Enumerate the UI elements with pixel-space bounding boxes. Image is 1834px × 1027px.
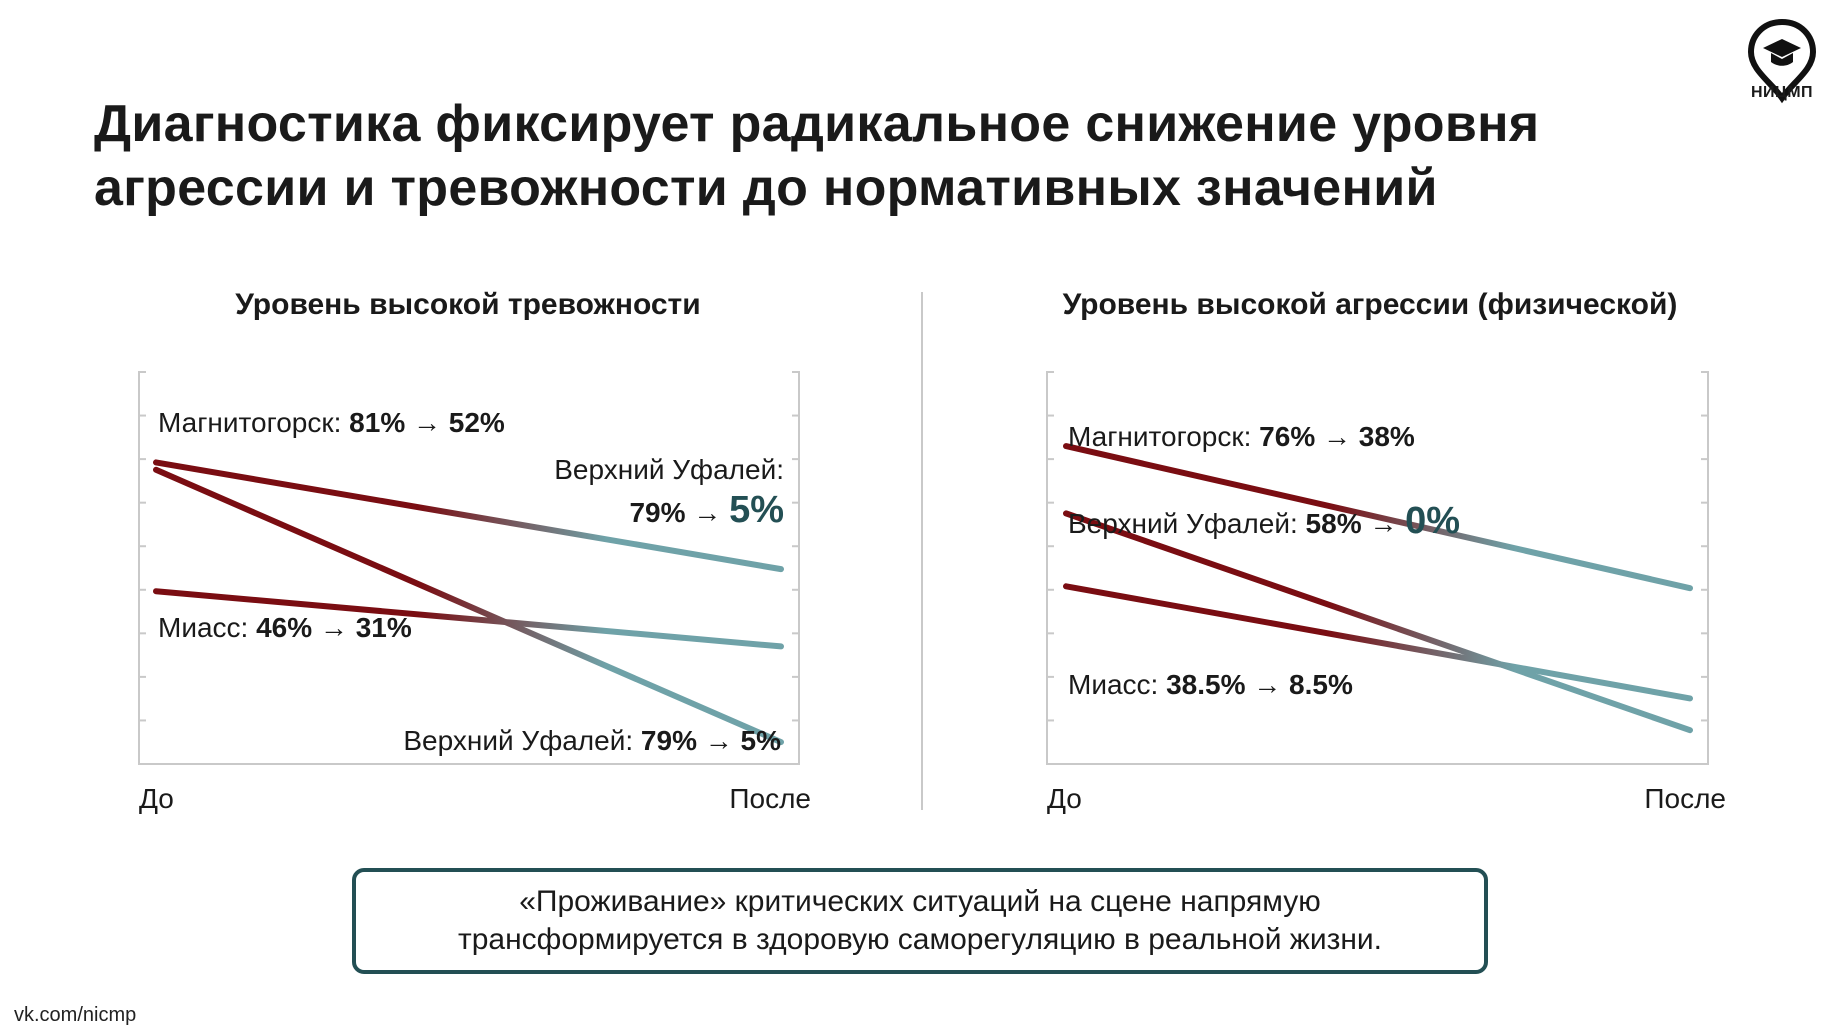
series-label: Миасс: 46% → 31%: [158, 612, 412, 643]
series-label: Магнитогорск: 76% → 38%: [1068, 421, 1415, 452]
slide-title: Диагностика фиксирует радикальное снижен…: [94, 95, 1540, 217]
footer-link[interactable]: vk.com/nicmp: [14, 1004, 137, 1026]
chart-title-anxiety: Уровень высокой тревожности: [235, 288, 701, 321]
annotation-label: Верхний Уфалей:: [554, 454, 784, 485]
category-label: После: [729, 783, 811, 814]
series-line: [153, 466, 784, 746]
series-label-name: Магнитогорск:: [158, 407, 349, 438]
series-label-name: Магнитогорск:: [1068, 421, 1259, 452]
series-label-values: 81% → 52%: [349, 407, 505, 438]
series-label: Миасс: 38.5% → 8.5%: [1068, 669, 1353, 700]
series-line: [1063, 583, 1693, 702]
series-label-values: 46% → 31%: [256, 612, 412, 643]
series-label-values: 79% → 5%: [641, 725, 781, 756]
category-label: После: [1644, 783, 1726, 814]
category-label: До: [139, 783, 174, 814]
series-line: [1063, 510, 1693, 734]
series-line: [153, 588, 784, 650]
series-label-name: Верхний Уфалей:: [403, 725, 641, 756]
annotation-values: 79% → 5%: [629, 489, 784, 531]
takeaway-text: «Проживание» критических ситуаций на сце…: [457, 885, 1383, 956]
logo-text: НИЦМП: [1750, 84, 1814, 101]
series-label-values: 76% → 38%: [1259, 421, 1415, 452]
series-label-name: Миасс:: [158, 612, 256, 643]
annotation-highlight: 5%: [729, 489, 784, 531]
series-label: Верхний Уфалей: 58% → 0%: [1068, 500, 1460, 542]
chart-title-aggression: Уровень высокой агрессии (физической): [1062, 288, 1678, 321]
series-label: Верхний Уфалей: 79% → 5%: [403, 725, 781, 756]
chart-divider: [921, 292, 923, 810]
series-label-values: 58% →: [1306, 508, 1406, 539]
logo-pin-icon: [1747, 18, 1817, 104]
series-label-values: 38.5% → 8.5%: [1166, 669, 1353, 700]
series-line: [1063, 443, 1693, 592]
series-label-name: Верхний Уфалей:: [1068, 508, 1306, 539]
takeaway-box: «Проживание» критических ситуаций на сце…: [352, 868, 1488, 974]
category-label: До: [1047, 783, 1082, 814]
series-label: Магнитогорск: 81% → 52%: [158, 407, 505, 438]
series-label-highlight: 0%: [1405, 500, 1460, 542]
series-line: [153, 459, 784, 573]
series-label-name: Миасс:: [1068, 669, 1166, 700]
